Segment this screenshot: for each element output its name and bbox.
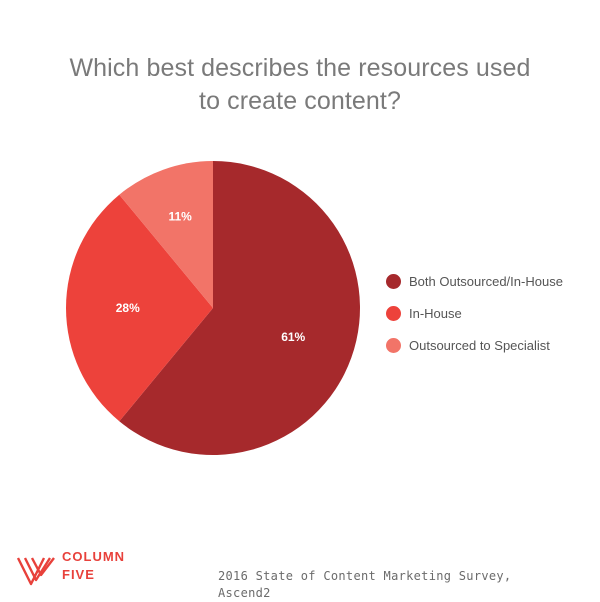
pie-slice-in-house bbox=[65, 194, 213, 422]
legend-label-both: Both Outsourced/In-House bbox=[409, 273, 563, 289]
chart-title-line-1: Which best describes the resources used bbox=[69, 54, 531, 82]
source-note: 2016 State of Content Marketing Survey, … bbox=[218, 568, 588, 602]
column-five-logo-mark-icon bbox=[16, 557, 55, 586]
legend-item-outsourced-to-specialist: Outsourced to Specialist bbox=[386, 329, 563, 361]
chart-title: Which best describes the resources used … bbox=[0, 52, 600, 118]
legend-label-outsourced: Outsourced to Specialist bbox=[409, 337, 550, 353]
logo-word-column: COLUMN bbox=[62, 549, 126, 564]
pie-label-outsourced-to-specialist: 11% bbox=[168, 210, 192, 224]
legend-item-in-house: In-House bbox=[386, 297, 563, 329]
legend-swatch-outsourced bbox=[386, 337, 401, 353]
legend-label-in-house: In-House bbox=[409, 305, 462, 321]
legend-item-both-outsourced-in-house: Both Outsourced/In-House bbox=[386, 265, 563, 297]
legend: Both Outsourced/In-House In-House Outsou… bbox=[386, 265, 563, 361]
source-line-1: 2016 State of Content Marketing Survey, bbox=[218, 569, 512, 583]
legend-swatch-in-house bbox=[386, 305, 401, 321]
column-five-logo: COLUMN FIVE bbox=[16, 548, 166, 592]
logo-word-five: FIVE bbox=[62, 567, 95, 582]
source-line-2: Ascend2 bbox=[218, 586, 271, 600]
chart-title-line-2: to create content? bbox=[199, 87, 401, 115]
legend-swatch-both bbox=[386, 273, 401, 289]
logo-wordmark: COLUMN FIVE bbox=[62, 548, 125, 584]
pie-slice-outsourced-to-specialist bbox=[119, 161, 213, 308]
pie-label-in-house: 28% bbox=[116, 301, 140, 315]
pie-slice-both-outsourced-in-house bbox=[119, 161, 361, 455]
pie-label-both-outsourced-in-house: 61% bbox=[281, 330, 305, 344]
